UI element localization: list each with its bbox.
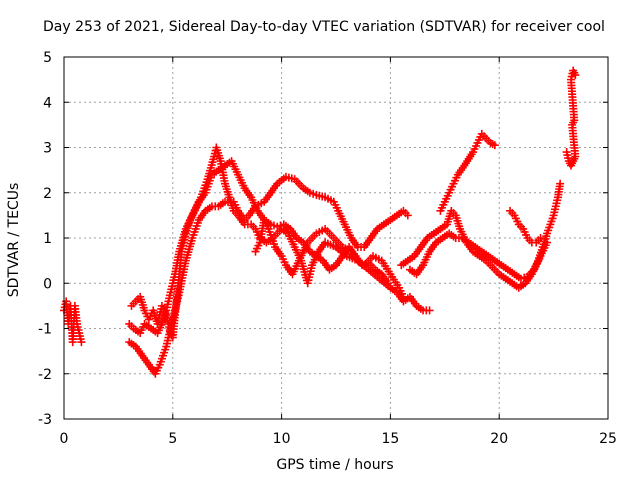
grid-lines [64, 57, 608, 419]
x-tick-label: 25 [599, 431, 617, 447]
y-tick-label: 4 [43, 95, 52, 111]
data-point [571, 71, 580, 80]
series-track-i [506, 206, 545, 247]
x-tick-label: 5 [168, 431, 177, 447]
x-tick-label: 20 [490, 431, 508, 447]
chart-title: Day 253 of 2021, Sidereal Day-to-day VTE… [43, 19, 605, 35]
x-axis-label: GPS time / hours [276, 457, 393, 473]
y-tick-label: -1 [38, 322, 52, 338]
data-series [60, 66, 580, 378]
series-track-j [562, 66, 580, 170]
x-tick-label: 15 [381, 431, 399, 447]
y-tick-label: 5 [43, 50, 52, 66]
axis-ticks: 0 5 10 15 20 25 -3 -2 -1 0 1 2 3 4 5 [38, 50, 617, 447]
series-track-h [436, 129, 499, 215]
data-point [536, 234, 545, 242]
data-point [490, 141, 499, 150]
series-track-a [60, 297, 86, 347]
data-point [425, 306, 434, 315]
series-track-e [251, 215, 408, 301]
y-tick-label: 2 [43, 186, 52, 202]
data-point [543, 238, 552, 247]
y-tick-label: -2 [38, 367, 52, 383]
y-tick-label: 3 [43, 141, 52, 157]
series-track-g [405, 229, 552, 283]
y-tick-label: 1 [43, 231, 52, 247]
data-point [403, 211, 412, 220]
data-point [399, 292, 408, 301]
y-axis-label: SDTVAR / TECUs [6, 183, 22, 298]
series-track-c [125, 172, 412, 378]
data-point [384, 279, 393, 288]
x-tick-label: 0 [60, 431, 69, 447]
data-point [556, 179, 565, 188]
data-point [77, 338, 86, 347]
y-tick-label: -3 [38, 412, 52, 428]
y-tick-label: 0 [43, 276, 52, 292]
x-tick-label: 10 [273, 431, 291, 447]
